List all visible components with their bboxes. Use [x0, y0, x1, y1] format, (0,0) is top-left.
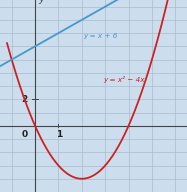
Text: 2: 2 [22, 95, 28, 104]
Text: y = x + 6: y = x + 6 [83, 33, 118, 39]
Text: y: y [38, 0, 44, 4]
Text: 0: 0 [22, 130, 28, 139]
Text: 1: 1 [56, 130, 63, 139]
Text: y = x² − 4x: y = x² − 4x [103, 76, 145, 83]
